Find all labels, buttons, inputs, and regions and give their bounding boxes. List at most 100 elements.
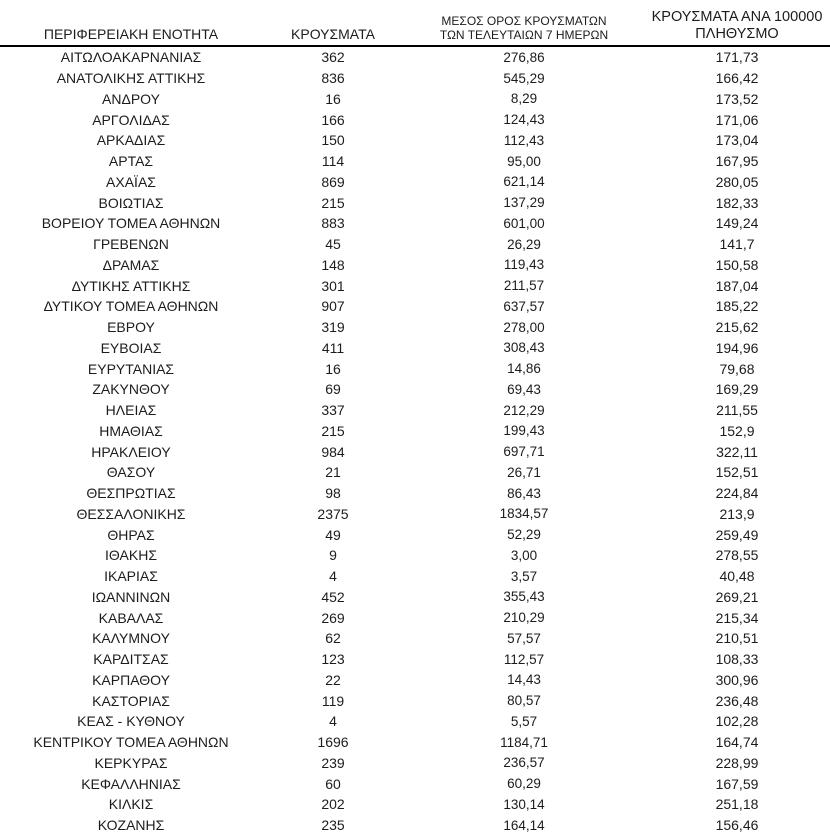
avg7-cell: 199,43	[503, 423, 545, 439]
column-header-cases: ΚΡΟΥΣΜΑΤΑ	[262, 0, 404, 47]
table-row: ΑΡΤΑΣ 114 95,00 167,95	[0, 151, 830, 172]
per100k-cell: 215,62	[715, 319, 759, 336]
table-row: ΚΕΡΚΥΡΑΣ 239 236,57 228,99	[0, 753, 830, 774]
cases-cell: 235	[321, 817, 345, 834]
avg7-cell: 637,57	[503, 298, 545, 314]
per100k-cell: 322,11	[716, 443, 758, 460]
region-cell: ΔΥΤΙΚΟΥ ΤΟΜΕΑ ΑΘΗΝΩΝ	[43, 298, 219, 315]
cases-cell: 984	[321, 443, 345, 460]
cases-cell: 16	[325, 90, 341, 107]
per100k-cell: 164,74	[715, 734, 759, 751]
table-row: ΑΙΤΩΛΟΑΚΑΡΝΑΝΙΑΣ 362 276,86 171,73	[0, 46, 830, 68]
avg7-cell: 57,57	[507, 630, 541, 646]
column-header-regional-unit: ΠΕΡΙΦΕΡΕΙΑΚΗ ΕΝΟΤΗΤΑ	[0, 0, 262, 47]
region-cell: ΗΡΑΚΛΕΙΟΥ	[91, 443, 171, 460]
region-cell: ΙΩΑΝΝΙΝΩΝ	[91, 588, 171, 605]
table-row: ΓΡΕΒΕΝΩΝ 45 26,29 141,7	[0, 234, 830, 255]
per100k-cell: 213,9	[719, 505, 755, 522]
avg7-cell: 164,14	[503, 817, 545, 833]
region-cell: ΑΡΓΟΛΙΔΑΣ	[92, 111, 170, 128]
region-cell: ΓΡΕΒΕΝΩΝ	[93, 236, 169, 253]
avg7-cell: 1834,57	[499, 506, 549, 522]
table-body: ΑΙΤΩΛΟΑΚΑΡΝΑΝΙΑΣ 362 276,86 171,73 ΑΝΑΤΟ…	[0, 46, 830, 836]
per100k-cell: 251,18	[715, 796, 759, 813]
cases-cell: 4	[329, 713, 337, 730]
region-cell: ΒΟΙΩΤΙΑΣ	[98, 194, 164, 211]
per100k-cell: 79,68	[719, 360, 755, 377]
cases-cell: 69	[325, 381, 341, 398]
column-header-7day-average: ΜΕΣΟΣ ΟΡΟΣ ΚΡΟΥΣΜΑΤΩΝ ΤΩΝ ΤΕΛΕΥΤΑΙΩΝ 7 Η…	[404, 0, 644, 47]
per100k-cell: 149,24	[715, 215, 759, 232]
avg7-cell: 3,00	[510, 547, 538, 563]
region-cell: ΕΥΒΟΙΑΣ	[100, 339, 162, 356]
avg7-cell: 112,57	[503, 651, 545, 667]
per100k-cell: 167,59	[715, 775, 759, 792]
cases-cell: 319	[321, 319, 345, 336]
per100k-cell: 228,99	[715, 754, 759, 771]
per100k-cell: 210,51	[715, 630, 759, 647]
region-cell: ΖΑΚΥΝΘΟΥ	[92, 381, 170, 398]
column-header-cases-per-100000: ΚΡΟΥΣΜΑΤΑ ΑΝΑ 100000 ΠΛΗΘΥΣΜΟ	[644, 0, 830, 47]
per100k-cell: 300,96	[715, 671, 759, 688]
avg7-cell: 60,29	[507, 776, 541, 792]
avg7-cell: 276,86	[503, 49, 545, 65]
avg7-cell: 26,71	[507, 464, 541, 480]
avg7-cell: 8,29	[510, 91, 538, 107]
cases-cell: 269	[321, 609, 345, 626]
region-cell: ΚΟΖΑΝΗΣ	[97, 817, 165, 834]
cases-cell: 2375	[317, 505, 349, 522]
region-cell: ΒΟΡΕΙΟΥ ΤΟΜΕΑ ΑΘΗΝΩΝ	[41, 215, 221, 232]
table-row: ΗΜΑΘΙΑΣ 215 199,43 152,9	[0, 421, 830, 442]
table-row: ΚΕΑΣ - ΚΥΘΝΟΥ 4 5,57 102,28	[0, 711, 830, 732]
column-header-cases-per-100000-line1: ΚΡΟΥΣΜΑΤΑ ΑΝΑ 100000	[651, 9, 823, 25]
cases-cell: 9	[329, 547, 337, 564]
cases-cell: 114	[321, 153, 345, 170]
per100k-cell: 187,04	[715, 277, 759, 294]
table-row: ΒΟΙΩΤΙΑΣ 215 137,29 182,33	[0, 192, 830, 213]
per100k-cell: 185,22	[715, 298, 759, 315]
table-row: ΗΡΑΚΛΕΙΟΥ 984 697,71 322,11	[0, 441, 830, 462]
per100k-cell: 194,96	[715, 339, 759, 356]
per100k-cell: 215,34	[715, 609, 759, 626]
table-row: ΚΑΡΠΑΘΟΥ 22 14,43 300,96	[0, 670, 830, 691]
cases-cell: 907	[321, 298, 345, 315]
cases-cell: 202	[321, 796, 345, 813]
table-row: ΘΑΣΟΥ 21 26,71 152,51	[0, 462, 830, 483]
table-row: ΙΚΑΡΙΑΣ 4 3,57 40,48	[0, 566, 830, 587]
avg7-cell: 95,00	[507, 153, 541, 169]
per100k-cell: 236,48	[715, 692, 759, 709]
table-row: ΙΘΑΚΗΣ 9 3,00 278,55	[0, 545, 830, 566]
per100k-cell: 182,33	[715, 194, 759, 211]
region-cell: ΑΙΤΩΛΟΑΚΑΡΝΑΝΙΑΣ	[60, 49, 202, 66]
per100k-cell: 166,42	[715, 70, 759, 87]
cases-cell: 166	[321, 111, 345, 128]
table-row: ΑΧΑΪΑΣ 869 621,14 280,05	[0, 172, 830, 193]
avg7-cell: 621,14	[503, 174, 545, 190]
avg7-cell: 52,29	[507, 527, 541, 543]
table-row: ΘΕΣΠΡΩΤΙΑΣ 98 86,43 224,84	[0, 483, 830, 504]
table-row: ΑΡΓΟΛΙΔΑΣ 166 124,43 171,06	[0, 109, 830, 130]
cases-cell: 239	[321, 754, 345, 771]
per100k-cell: 171,06	[715, 111, 759, 128]
table-row: ΚΑΡΔΙΤΣΑΣ 123 112,57 108,33	[0, 649, 830, 670]
cases-cell: 362	[321, 49, 345, 66]
avg7-cell: 210,29	[503, 610, 545, 626]
table-row: ΚΙΛΚΙΣ 202 130,14 251,18	[0, 794, 830, 815]
cases-cell: 148	[321, 256, 345, 273]
region-cell: ΚΑΣΤΟΡΙΑΣ	[92, 692, 170, 709]
cases-cell: 337	[321, 402, 345, 419]
cases-cell: 123	[321, 651, 345, 668]
per100k-cell: 152,51	[715, 464, 759, 481]
cases-cell: 411	[321, 339, 345, 356]
region-cell: ΘΕΣΠΡΩΤΙΑΣ	[86, 485, 176, 502]
avg7-cell: 1184,71	[500, 734, 548, 750]
table-row: ΔΡΑΜΑΣ 148 119,43 150,58	[0, 255, 830, 276]
per100k-cell: 102,28	[715, 713, 759, 730]
table-row: ΚΕΝΤΡΙΚΟΥ ΤΟΜΕΑ ΑΘΗΝΩΝ 1696 1184,71 164,…	[0, 732, 830, 753]
cases-cell: 45	[325, 236, 341, 253]
cases-cell: 883	[321, 215, 345, 232]
per100k-cell: 108,33	[715, 651, 759, 668]
region-cell: ΚΑΒΑΛΑΣ	[98, 609, 164, 626]
region-cell: ΑΝΑΤΟΛΙΚΗΣ ΑΤΤΙΚΗΣ	[56, 70, 206, 87]
cases-cell: 60	[325, 775, 341, 792]
